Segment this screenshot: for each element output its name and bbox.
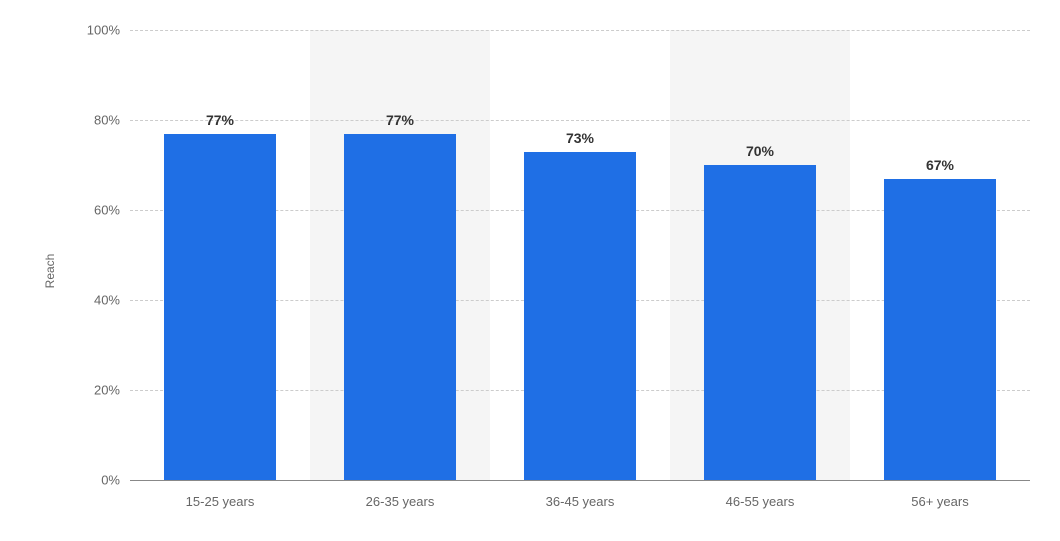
bar-value-label: 70% — [746, 143, 774, 159]
bar: 73% — [524, 152, 636, 481]
y-tick-label: 60% — [94, 203, 130, 218]
bar: 70% — [704, 165, 816, 480]
bar-value-label: 67% — [926, 157, 954, 173]
gridline — [130, 30, 1030, 31]
y-tick-label: 40% — [94, 293, 130, 308]
bar: 77% — [164, 134, 276, 481]
x-tick-label: 15-25 years — [186, 494, 255, 509]
gridline — [130, 120, 1030, 121]
y-tick-label: 100% — [87, 23, 130, 38]
bar: 67% — [884, 179, 996, 481]
x-tick-label: 26-35 years — [366, 494, 435, 509]
y-tick-label: 80% — [94, 113, 130, 128]
chart-container: Reach 0%20%40%60%80%100%77%15-25 years77… — [0, 0, 1060, 541]
plot-area: 0%20%40%60%80%100%77%15-25 years77%26-35… — [130, 30, 1030, 480]
x-tick-label: 36-45 years — [546, 494, 615, 509]
x-tick-label: 46-55 years — [726, 494, 795, 509]
y-tick-label: 0% — [101, 473, 130, 488]
y-tick-label: 20% — [94, 383, 130, 398]
bar-value-label: 77% — [206, 112, 234, 128]
gridline — [130, 480, 1030, 481]
bar: 77% — [344, 134, 456, 481]
y-axis-title: Reach — [43, 253, 57, 288]
bar-value-label: 77% — [386, 112, 414, 128]
x-tick-label: 56+ years — [911, 494, 968, 509]
bar-value-label: 73% — [566, 130, 594, 146]
